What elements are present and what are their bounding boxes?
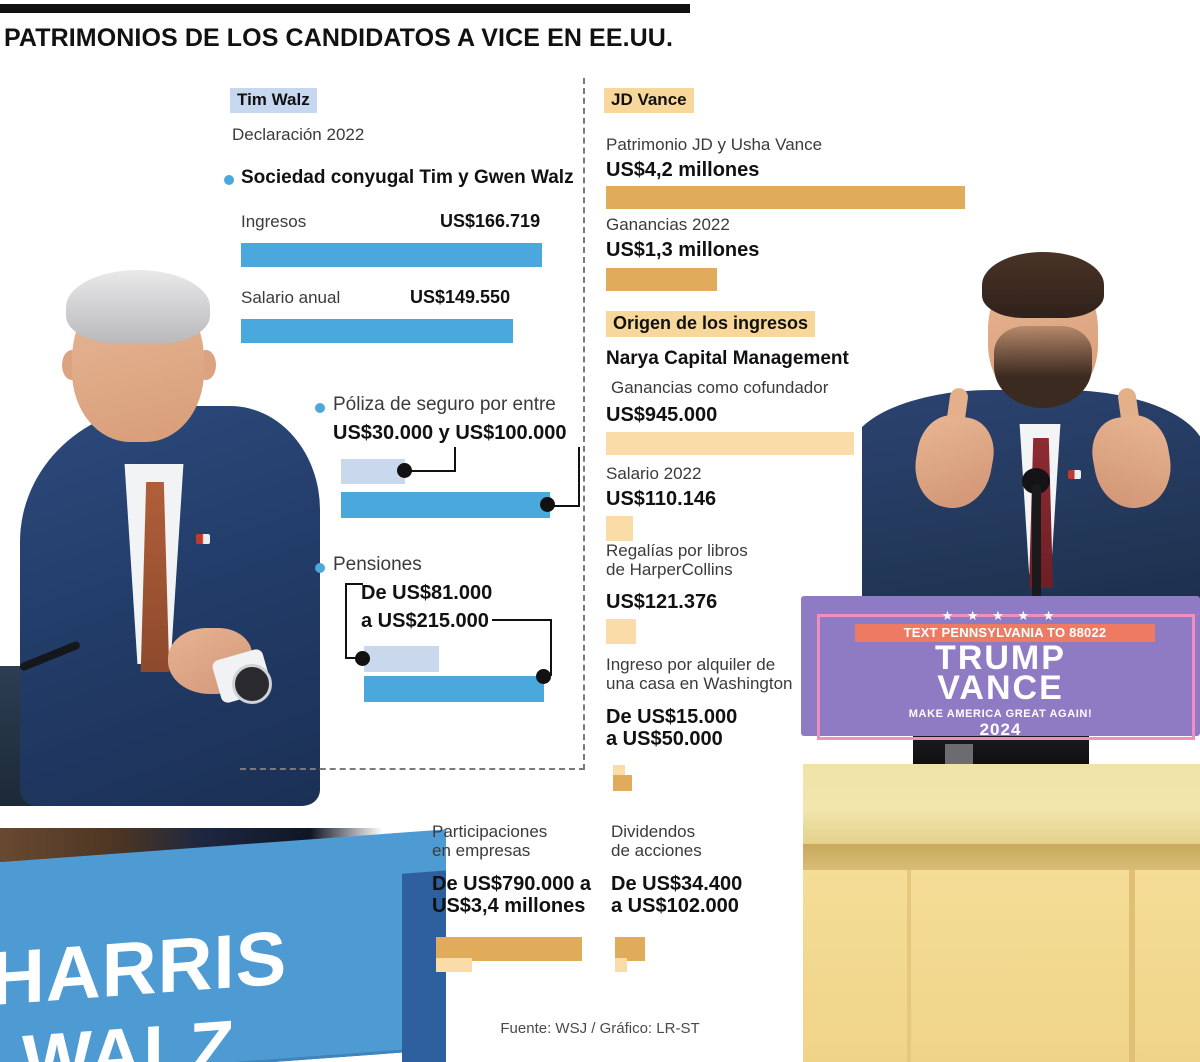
- vance-item-label-1: Ganancias 2022: [606, 215, 730, 234]
- vance-narya-title: Narya Capital Management: [606, 348, 849, 369]
- walz-item-label-1: Salario anual: [241, 288, 341, 307]
- bar-vance-patrimonio: [606, 186, 965, 209]
- vance-narya-sub: Ganancias como cofundador: [611, 378, 829, 397]
- microphone-stand-shape: [1032, 484, 1041, 602]
- walz-policy-label: Póliza de seguro por entre: [333, 394, 556, 415]
- leader-line-min: [404, 470, 456, 472]
- podium-base-shape: [913, 736, 1089, 768]
- shares-value: De US$790.000 a US$3,4 millones: [432, 873, 592, 918]
- bar-walz-policy-max: [341, 492, 550, 518]
- walz-item-value-0: US$166.719: [440, 211, 541, 231]
- chip-origen-ingresos: Origen de los ingresos: [606, 311, 816, 337]
- stars-icon: ★ ★ ★ ★ ★: [941, 608, 1060, 623]
- walz-subtitle: Declaración 2022: [232, 125, 365, 144]
- dividends-label: Dividendos de acciones: [611, 822, 702, 861]
- tie-shape: [140, 482, 170, 672]
- vance-narya-value: US$945.000: [606, 404, 718, 426]
- walz-pensions-value-min: De US$81.000: [361, 582, 493, 604]
- walz-policy-value: US$30.000 y US$100.000: [333, 422, 567, 444]
- walz-pensions-value-max: a US$215.000: [361, 610, 489, 632]
- bar-walz-salario: [241, 319, 513, 343]
- flag-pin-icon: [196, 534, 210, 544]
- leader-line-pen-min-bot: [345, 657, 363, 659]
- leader-line-pen-max: [492, 619, 552, 621]
- vance-item-value-0: US$4,2 millones: [606, 159, 760, 181]
- range-dot-min: [355, 651, 370, 666]
- bar-vance-ganancias: [606, 268, 717, 291]
- beard-shape: [994, 326, 1092, 408]
- range-dot-max: [540, 497, 555, 512]
- range-dot-min: [397, 463, 412, 478]
- vance-rent-label: Ingreso por alquiler de una casa en Wash…: [606, 655, 793, 694]
- walz-pensions-label: Pensiones: [333, 554, 422, 575]
- chip-jd-vance: JD Vance: [604, 88, 694, 113]
- hair-shape: [982, 252, 1104, 318]
- photo-trump-vance-sign: ★ ★ ★ ★ ★ TEXT PENNSYLVANIA TO 88022 TRU…: [797, 588, 1200, 768]
- vance-salary-label: Salario 2022: [606, 464, 702, 483]
- desk-top-shape: [803, 764, 1200, 846]
- range-dot-max: [536, 669, 551, 684]
- header-rule: [0, 4, 690, 13]
- sign-text-band: [855, 624, 1155, 642]
- photo-tim-walz: [0, 246, 330, 806]
- shares-label: Participaciones en empresas: [432, 822, 548, 861]
- vance-item-label-0: Patrimonio JD y Usha Vance: [606, 135, 823, 154]
- bar-dividendos-min: [615, 958, 627, 972]
- leader-line-max-vert: [578, 447, 580, 507]
- bar-vance-regalias: [606, 619, 636, 644]
- sign-text-slogan: MAKE AMERICA GREAT AGAIN!: [908, 708, 1093, 720]
- sign-inner-border: [817, 614, 1195, 740]
- bar-dividendos-max: [615, 937, 645, 961]
- bar-walz-policy-min: [341, 459, 405, 484]
- bar-walz-ingresos: [241, 243, 542, 267]
- leader-line-pen-max-vert: [550, 619, 552, 676]
- bar-participaciones-max: [436, 937, 582, 961]
- photo-stage-desk: [797, 760, 1200, 1062]
- vance-rent-value: De US$15.000 a US$50.000: [606, 706, 738, 751]
- bar-walz-pensions-max: [364, 676, 544, 702]
- sign-text-trump: TRUMP: [935, 639, 1066, 677]
- photo-jd-vance: [862, 238, 1200, 638]
- bar-vance-alquiler-max: [613, 775, 632, 791]
- desk-seam: [1129, 870, 1135, 1062]
- photo-harris-walz-sign: HARRIS WALZ: [0, 828, 446, 1062]
- bar-walz-pensions-min: [364, 646, 439, 672]
- flag-pin-icon: [1068, 470, 1081, 479]
- bar-participaciones-min: [436, 958, 472, 972]
- sign-panel: ★ ★ ★ ★ ★ TEXT PENNSYLVANIA TO 88022 TRU…: [801, 596, 1200, 740]
- page-title: PATRIMONIOS DE LOS CANDIDATOS A VICE EN …: [4, 24, 674, 52]
- bullet-icon: [224, 175, 234, 185]
- chip-tim-walz: Tim Walz: [230, 88, 317, 113]
- vance-royalties-label: Regalías por libros de HarperCollins: [606, 541, 748, 580]
- vance-royalties-value: US$121.376: [606, 591, 718, 613]
- walz-group-label: Sociedad conyugal Tim y Gwen Walz: [241, 167, 574, 188]
- leader-line-min-vert: [454, 447, 456, 472]
- sign-text-cta: TEXT PENNSYLVANIA TO 88022: [903, 625, 1107, 640]
- vance-salary-value: US$110.146: [606, 488, 717, 510]
- bar-vance-salario: [606, 516, 633, 541]
- leader-line-pen-min-top: [345, 583, 363, 585]
- dividends-value: De US$34.400 a US$102.000: [611, 873, 743, 918]
- source-credit: Fuente: WSJ / Gráfico: LR-ST: [500, 1020, 700, 1037]
- bullet-icon: [315, 563, 325, 573]
- walz-item-label-0: Ingresos: [241, 212, 307, 231]
- sign-text-vance: VANCE: [937, 669, 1064, 707]
- sign-text-year: 2024: [979, 720, 1022, 739]
- watch-shape: [232, 664, 272, 704]
- desk-shadow-shape: [803, 844, 1200, 870]
- leader-line-max: [548, 505, 580, 507]
- bar-vance-narya: [606, 432, 854, 455]
- walz-item-value-1: US$149.550: [410, 287, 511, 307]
- bullet-icon: [315, 403, 325, 413]
- leader-line-pen-min-vert: [345, 583, 347, 659]
- vance-item-value-1: US$1,3 millones: [606, 239, 760, 261]
- hair-shape: [66, 270, 210, 344]
- desk-seam: [907, 870, 911, 1062]
